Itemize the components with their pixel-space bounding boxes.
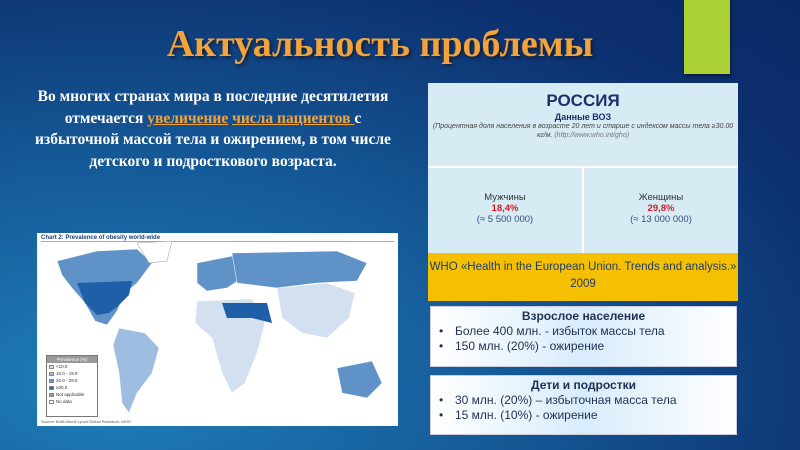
children-box: Дети и подростки 30 млн. (20%) – избыточ…: [430, 375, 737, 435]
asia: [276, 282, 356, 339]
children-heading: Дети и подростки: [531, 378, 636, 392]
legend-item: Not applicable: [47, 391, 97, 398]
russia-stats-table: РОССИЯ Данные ВОЗ (Процентная доля насел…: [428, 83, 738, 301]
russia-title: РОССИЯ: [546, 91, 620, 110]
men-cell: Мужчины 18,4% (≈ 5 500 000): [428, 168, 582, 253]
south-america: [112, 327, 160, 414]
russia-note: (Процентная доля населения в возрасте 20…: [432, 123, 734, 139]
north-africa-mideast: [222, 303, 272, 323]
legend-item: 20.0 - 29.9: [47, 377, 97, 384]
list-item: Более 400 млн. - избыток массы тела: [431, 324, 736, 339]
intro-part: с избыточной массой тела и ожирением, в …: [35, 109, 391, 170]
highlight-patients: числа пациентов: [232, 109, 355, 127]
adults-box: Взрослое население Более 400 млн. - избы…: [430, 306, 737, 367]
accent-bar: [684, 0, 730, 74]
usa: [77, 281, 132, 315]
legend-title: Prevalence (%): [47, 356, 97, 363]
intro-part: Во многих странах мира в последние десят…: [37, 88, 389, 127]
slide-title: Актуальность проблемы: [166, 23, 594, 65]
men-count: (≈ 5 500 000): [476, 214, 534, 225]
legend-item: No data: [47, 398, 97, 405]
russia-header: РОССИЯ Данные ВОЗ (Процентная доля насел…: [428, 83, 738, 168]
obesity-world-map: Chart 2: Prevalence of obesity world-wid…: [37, 233, 398, 426]
who-source: WHO «Health in the European Union. Trend…: [428, 253, 738, 301]
greenland: [136, 240, 173, 264]
russia-subtitle: Данные ВОЗ: [554, 112, 612, 122]
men-percent: 18,4%: [491, 203, 519, 214]
list-item: 30 млн. (20%) – избыточная масса тела: [431, 393, 736, 408]
legend-item: <10.0: [47, 363, 97, 370]
men-label: Мужчины: [484, 192, 526, 203]
women-label: Женщины: [638, 192, 684, 203]
list-item: 150 млн. (20%) - ожирение: [431, 339, 736, 354]
women-count: (≈ 13 000 000): [630, 214, 692, 225]
who-url: (http://www.who.int/gho): [554, 132, 630, 139]
map-legend: Prevalence (%) <10.0 10.0 - 19.9 20.0 - …: [46, 355, 98, 417]
legend-item: 10.0 - 19.9: [47, 370, 97, 377]
world-map-image: [56, 240, 383, 414]
australia: [336, 360, 383, 399]
list-item: 15 млн. (10%) - ожирение: [431, 408, 736, 423]
legend-item: ≥30.0: [47, 384, 97, 391]
women-percent: 29,8%: [647, 203, 675, 214]
map-title: Chart 2: Prevalence of obesity world-wid…: [41, 235, 394, 242]
intro-text: Во многих странах мира в последние десят…: [30, 86, 396, 172]
russia-asia: [231, 250, 368, 289]
map-source: Source: BofA Merrill Lynch Global Resear…: [41, 419, 131, 424]
women-cell: Женщины 29,8% (≈ 13 000 000): [582, 168, 738, 253]
highlight-increase: увеличение: [147, 109, 229, 127]
adults-heading: Взрослое население: [521, 309, 646, 323]
